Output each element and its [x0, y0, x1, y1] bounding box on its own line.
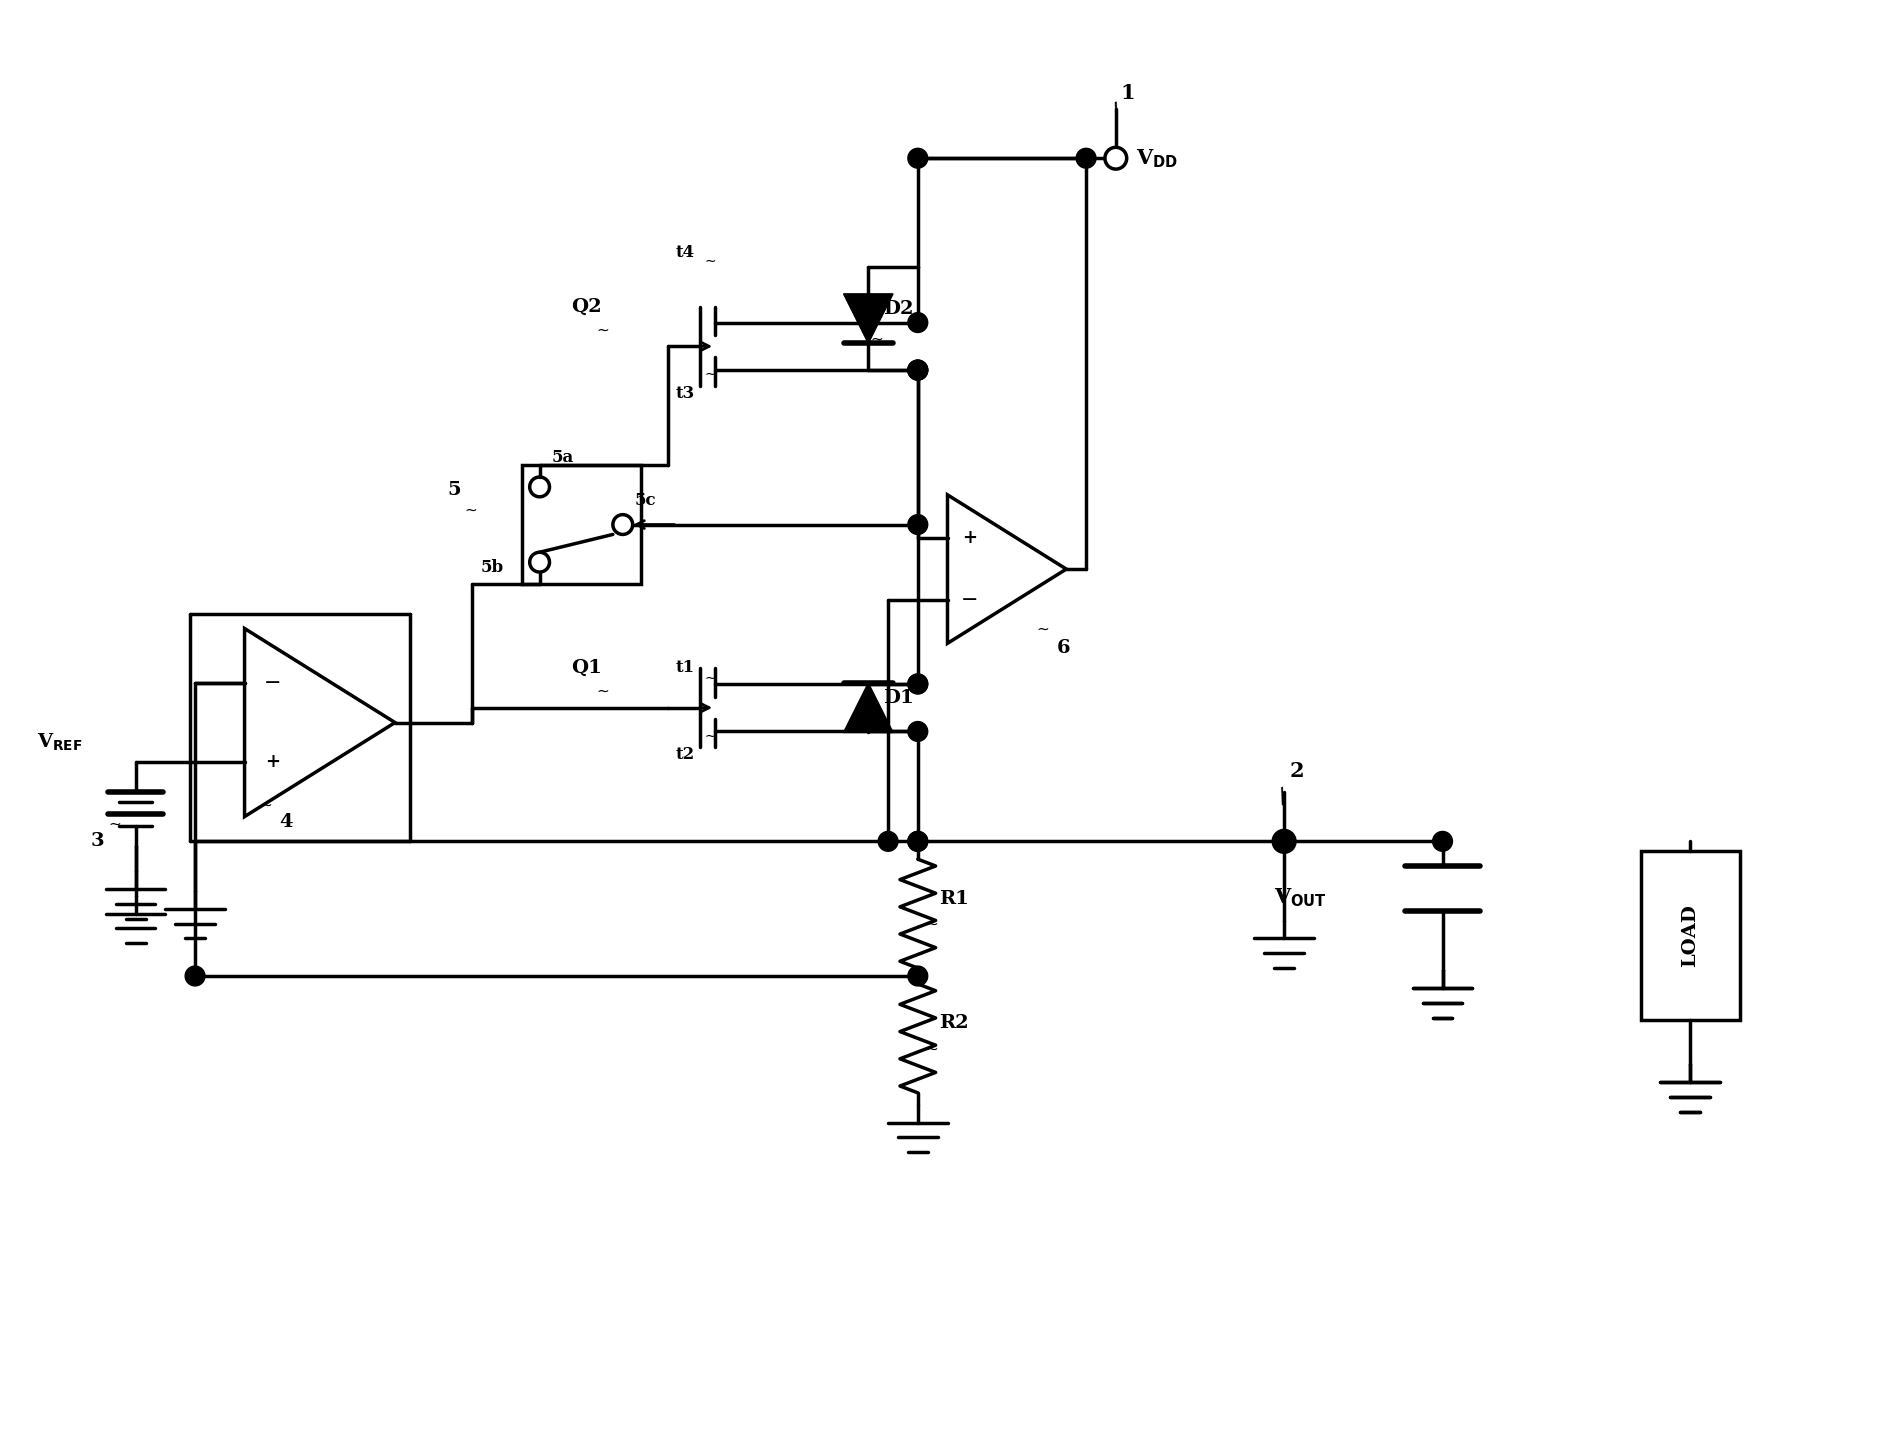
Circle shape	[908, 148, 929, 169]
Circle shape	[908, 515, 929, 534]
Circle shape	[908, 313, 929, 332]
Text: 6: 6	[1056, 639, 1071, 658]
Text: 5b: 5b	[479, 559, 504, 576]
Text: ∼: ∼	[705, 367, 716, 381]
Text: 5c: 5c	[635, 492, 656, 509]
Text: −: −	[263, 674, 282, 693]
Text: D1: D1	[883, 688, 913, 707]
Bar	[521, 466, 641, 583]
Text: 5: 5	[447, 480, 460, 499]
Text: t3: t3	[677, 384, 695, 402]
Text: ∼: ∼	[705, 255, 716, 268]
Circle shape	[908, 361, 929, 380]
Text: ∼: ∼	[597, 323, 608, 338]
Text: ∼: ∼	[705, 729, 716, 742]
Text: R2: R2	[940, 1014, 968, 1033]
Circle shape	[908, 966, 929, 986]
Text: ∼: ∼	[464, 502, 478, 518]
Text: V$_{\mathbf{DD}}$: V$_{\mathbf{DD}}$	[1135, 147, 1177, 170]
Polygon shape	[843, 682, 893, 732]
Circle shape	[908, 361, 929, 380]
Circle shape	[1076, 148, 1095, 169]
Text: t1: t1	[677, 659, 695, 677]
Text: D2: D2	[883, 300, 913, 317]
Circle shape	[908, 674, 929, 694]
Text: R1: R1	[940, 889, 970, 908]
Text: 1: 1	[1120, 83, 1135, 103]
Bar	[1641, 851, 1740, 1020]
Circle shape	[908, 674, 929, 694]
Text: ∼: ∼	[597, 684, 608, 698]
Text: 2: 2	[1289, 761, 1304, 781]
Text: ∼: ∼	[705, 671, 716, 685]
Circle shape	[908, 831, 929, 851]
Text: 4: 4	[279, 813, 292, 831]
Text: 5a: 5a	[551, 450, 574, 466]
Text: ∼: ∼	[870, 720, 883, 735]
Circle shape	[908, 361, 929, 380]
Text: 3: 3	[91, 832, 104, 850]
Circle shape	[186, 966, 205, 986]
Text: +: +	[963, 530, 978, 547]
Text: ∼: ∼	[870, 332, 883, 346]
Text: /: /	[1109, 100, 1126, 125]
Text: +: +	[265, 754, 280, 771]
Text: V$_{\mathbf{REF}}$: V$_{\mathbf{REF}}$	[36, 732, 81, 752]
Circle shape	[877, 831, 898, 851]
Text: t2: t2	[677, 746, 695, 764]
Text: /: /	[1275, 786, 1290, 808]
Circle shape	[908, 831, 929, 851]
Polygon shape	[843, 294, 893, 343]
Text: −: −	[961, 591, 978, 610]
Text: ∼: ∼	[1037, 621, 1050, 636]
Text: Q1: Q1	[570, 659, 603, 677]
Text: ∼: ∼	[260, 797, 273, 812]
Text: ∼: ∼	[927, 917, 938, 931]
Text: ∼: ∼	[927, 1042, 938, 1056]
Text: V$_{\mathbf{OUT}}$: V$_{\mathbf{OUT}}$	[1273, 886, 1326, 908]
Circle shape	[908, 722, 929, 742]
Text: t4: t4	[677, 244, 695, 262]
Text: ∼: ∼	[108, 816, 121, 831]
Circle shape	[1273, 831, 1294, 851]
Text: Q2: Q2	[570, 298, 603, 316]
Text: LOAD: LOAD	[1681, 904, 1700, 968]
Circle shape	[1433, 831, 1452, 851]
